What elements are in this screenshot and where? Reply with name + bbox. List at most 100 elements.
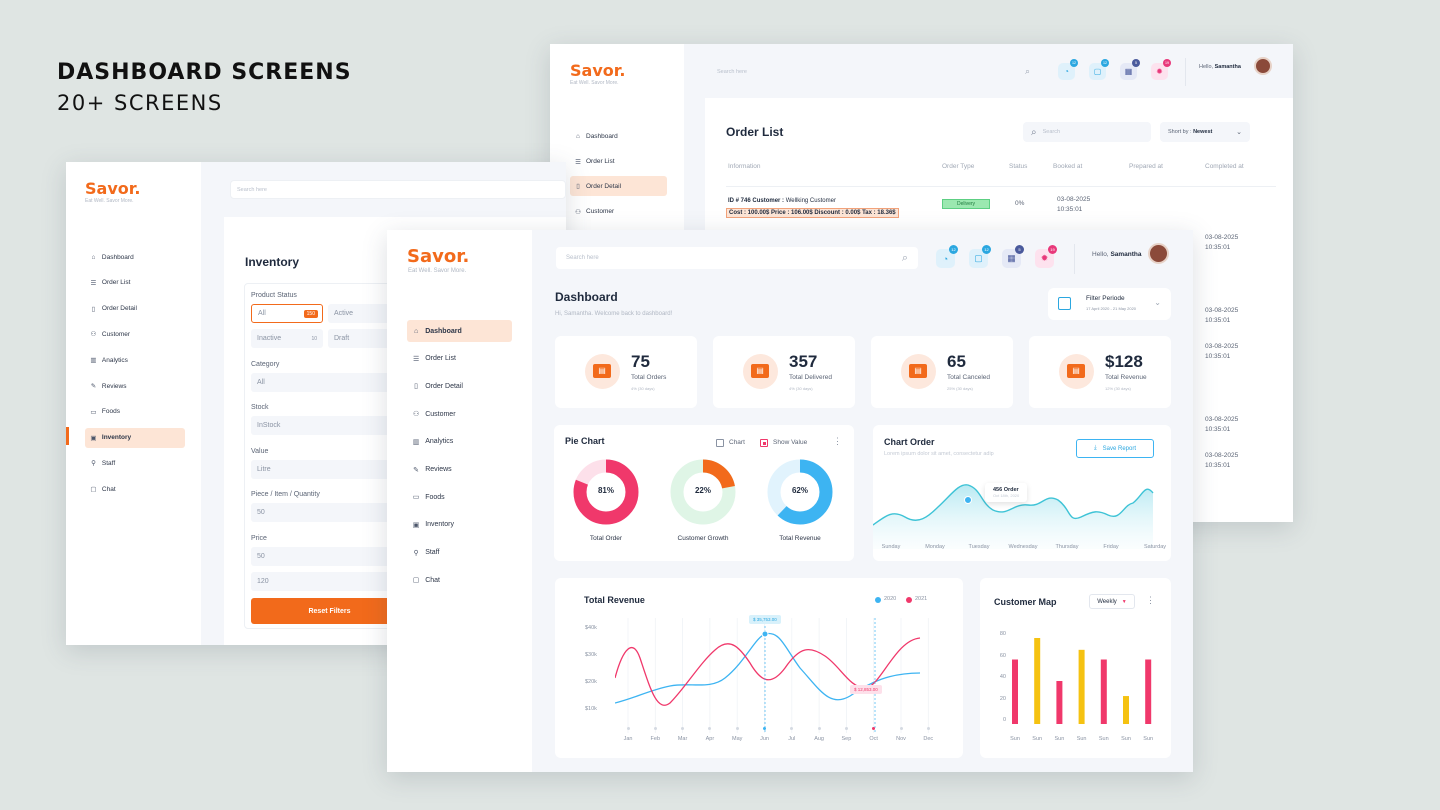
x-tick-label: Thursday — [1055, 544, 1079, 550]
x-tick-label: Sun — [1010, 736, 1020, 742]
x-tick-label: Wednesday — [1008, 544, 1038, 550]
sidebar-item-dashboard[interactable]: ⌂ Dashboard — [407, 320, 512, 342]
brand-tagline: Eat Well. Savor More. — [85, 198, 134, 204]
donut-arc — [767, 459, 833, 525]
x-tick-label: Sun — [1143, 736, 1154, 742]
gift-button[interactable]: ▦ 5 — [1120, 59, 1140, 80]
sidebar-item-inventory[interactable]: ▣ Inventory — [85, 427, 185, 448]
sidebar-item-staff[interactable]: ⚲ Staff — [407, 542, 512, 564]
sidebar-item-analytics[interactable]: ▥ Analytics — [85, 350, 185, 370]
sidebar-item-order-detail[interactable]: ▯ Order Detail — [570, 176, 667, 196]
notification-badge: 12 — [949, 245, 958, 254]
x-tick-label: Jun — [760, 736, 769, 742]
avatar[interactable] — [1254, 57, 1272, 75]
order-search[interactable]: ⌕ Search — [1023, 122, 1151, 142]
quantity-input[interactable]: 50 — [251, 503, 408, 522]
sidebar-item-chat[interactable]: ▢ Chat — [407, 569, 512, 591]
search-input[interactable]: Search here — [717, 68, 747, 75]
sidebar-item-order-list[interactable]: ☰ Order List — [407, 348, 512, 370]
series-2021-line — [615, 637, 921, 706]
sidebar-item-label: Customer — [425, 410, 456, 418]
sidebar-item-label: Staff — [425, 549, 440, 557]
more-icon[interactable]: ⋮ — [833, 436, 842, 446]
revenue-tooltip-2020: $ 35,753.00 — [749, 615, 781, 624]
column-header: Information — [728, 163, 761, 170]
sidebar-item-analytics[interactable]: ▥ Analytics — [407, 431, 512, 453]
sidebar-item-reviews[interactable]: ✎ Reviews — [85, 376, 185, 396]
sidebar-item-foods[interactable]: ▭ Foods — [85, 402, 185, 422]
reset-filters-button[interactable]: Reset Filters — [251, 598, 408, 624]
order-search-input[interactable]: Search — [1042, 129, 1061, 135]
sidebar-item-foods[interactable]: ▭ Foods — [407, 486, 512, 508]
sidebar-item-customer[interactable]: ⚇ Customer — [407, 403, 512, 425]
bell-button[interactable]: ◔ 12 — [1058, 59, 1078, 80]
sidebar-item-label: Foods — [425, 493, 445, 501]
gear-button[interactable]: ✹ 19 — [1151, 59, 1171, 80]
notification-badge: 19 — [1048, 245, 1057, 254]
card-title: Total Revenue — [584, 595, 645, 605]
price-min-input[interactable]: 50 — [251, 547, 408, 566]
column-header: Prepared at — [1129, 163, 1163, 170]
home-icon: ⌂ — [413, 327, 419, 335]
bell-button[interactable]: ◔ 12 — [936, 245, 958, 268]
stock-select[interactable]: InStock — [251, 416, 408, 435]
bar — [1145, 659, 1152, 724]
bar — [1056, 681, 1063, 724]
stat-icon-bg: ▤ — [743, 354, 778, 389]
status-all-option[interactable]: All 150 — [251, 304, 323, 323]
sidebar-item-order-detail[interactable]: ▯ Order Detail — [85, 299, 185, 319]
chart-order-line — [873, 484, 1154, 526]
value-select[interactable]: Litre — [251, 460, 408, 479]
sidebar-item-order-list[interactable]: ☰ Order List — [570, 153, 667, 170]
sidebar-item-order-detail[interactable]: ▯ Order Detail — [407, 375, 512, 397]
sidebar-item-reviews[interactable]: ✎ Reviews — [407, 459, 512, 481]
legend-dot — [906, 597, 912, 603]
avatar[interactable] — [1148, 243, 1169, 264]
box-icon: ▣ — [412, 521, 420, 529]
gift-button[interactable]: ▦ 5 — [1002, 245, 1024, 268]
sort-dropdown[interactable]: Short by : Newest ⌄ — [1160, 122, 1250, 142]
completed-at: 03-08-2025 10:35:01 — [1205, 452, 1239, 469]
x-tick-label: Monday — [925, 544, 945, 550]
filter-period-dropdown[interactable]: Filter Periode 17 April 2020 - 21 May 20… — [1048, 288, 1171, 320]
sidebar-item-chat[interactable]: ▢ Chat — [85, 479, 185, 499]
sidebar-item-dashboard[interactable]: ⌂ Dashboard — [85, 247, 185, 267]
chart-order-point — [964, 496, 972, 504]
status-inactive-option[interactable]: Inactive 10 — [251, 329, 323, 348]
save-report-button[interactable]: ⤓ Save Report — [1076, 439, 1154, 458]
completed-at: 03-08-2025 10:35:01 — [1205, 234, 1239, 251]
search-bar[interactable]: Search here — [230, 180, 566, 199]
card-title: Chart Order — [884, 437, 935, 447]
sidebar-item-inventory[interactable]: ▣ Inventory — [407, 514, 512, 536]
donut-arc — [573, 459, 639, 525]
chat-icon: ▢ — [974, 253, 983, 263]
gear-button[interactable]: ✹ 19 — [1035, 245, 1057, 268]
chart-checkbox[interactable] — [716, 439, 724, 447]
period-dropdown[interactable]: Weekly ▼ — [1089, 594, 1135, 609]
chat-button[interactable]: ▢ 12 — [1089, 59, 1109, 80]
search-bar[interactable]: Search here ⌕ — [707, 62, 1040, 81]
sidebar-item-label: Foods — [101, 408, 120, 416]
search-input[interactable]: Search here — [237, 186, 267, 193]
category-select[interactable]: All — [251, 373, 408, 392]
show-value-checkbox[interactable] — [760, 439, 768, 447]
sidebar-item-order-list[interactable]: ☰ Order List — [85, 273, 185, 293]
price-max-input[interactable]: 120 — [251, 572, 408, 591]
sidebar: Savor. Eat Well. Savor More. ⌂ Dashboard ☰… — [66, 162, 201, 645]
brand-logo: Savor. — [570, 61, 626, 80]
x-tick-label: Sun — [1121, 736, 1131, 742]
hero-subtitle: 20+ SCREENS — [57, 91, 223, 115]
sidebar-item-customer[interactable]: ⚇ Customer — [85, 324, 185, 344]
page-title: Inventory — [245, 255, 300, 269]
sidebar-item-label: Inventory — [101, 434, 132, 442]
search-bar[interactable]: Search here ⌕ — [556, 247, 918, 269]
sidebar-item-staff[interactable]: ⚲ Staff — [85, 453, 185, 473]
sidebar-item-dashboard[interactable]: ⌂ Dashboard — [570, 128, 667, 145]
sidebar-item-customer[interactable]: ⚇ Customer — [570, 203, 667, 220]
home-icon: ⌂ — [91, 253, 96, 261]
user-icon: ⚇ — [412, 411, 420, 419]
bar — [1034, 638, 1041, 724]
chat-button[interactable]: ▢ 12 — [969, 245, 991, 268]
more-icon[interactable]: ⋮ — [1146, 595, 1155, 605]
search-input[interactable]: Search here — [566, 255, 599, 261]
